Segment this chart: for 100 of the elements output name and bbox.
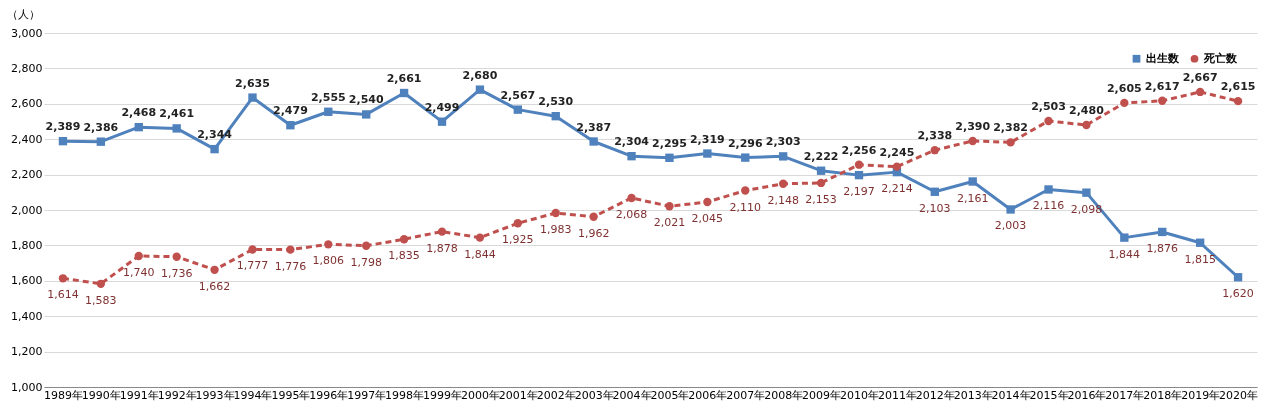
x-tick-label: 2015年	[1029, 388, 1069, 402]
point	[399, 88, 409, 98]
data-label: 1,614	[47, 288, 79, 302]
point	[816, 166, 826, 175]
point	[930, 146, 939, 155]
point	[854, 160, 864, 169]
data-label: 2,303	[765, 135, 801, 149]
x-tick-label: 1995年	[271, 388, 311, 402]
point	[968, 136, 977, 146]
point	[1120, 98, 1129, 108]
data-label: 2,479	[272, 104, 308, 118]
data-label: 2,480	[1069, 104, 1105, 118]
point	[513, 105, 523, 114]
x-tick-label: 2012年	[915, 388, 955, 402]
point	[1082, 188, 1091, 197]
point	[1195, 87, 1205, 97]
x-tick-label: 2005年	[650, 388, 690, 402]
point	[248, 93, 257, 102]
point	[589, 137, 598, 146]
data-label: 1,925	[502, 233, 534, 247]
point	[854, 170, 864, 180]
x-tick-label: 2019年	[1181, 388, 1221, 402]
x-tick-label: 2016年	[1067, 388, 1107, 402]
data-label: 2,503	[1031, 99, 1066, 113]
point	[1158, 227, 1167, 237]
x-tick-label: 2017年	[1105, 388, 1145, 402]
x-tick-label: 2001年	[498, 388, 538, 402]
point	[1233, 96, 1243, 106]
y-tick-label: 1,200	[11, 345, 43, 359]
data-label: 1,777	[236, 259, 269, 273]
x-tick-label: 2020年	[1219, 388, 1259, 402]
data-label: 1,844	[464, 247, 496, 261]
point	[475, 85, 485, 94]
x-tick-label: 2011年	[877, 388, 917, 402]
data-label: 2,304	[614, 135, 650, 149]
data-label: 1,962	[577, 226, 610, 240]
data-label: 1,662	[198, 279, 231, 293]
x-tick-label: 2014年	[991, 388, 1031, 402]
point	[286, 121, 295, 130]
point	[1158, 96, 1167, 105]
legend-label: 死亡数	[1203, 51, 1238, 65]
y-tick-label: 1,400	[11, 309, 43, 323]
data-label: 2,605	[1106, 81, 1142, 95]
y-tick-label: 2,800	[11, 61, 43, 75]
data-label: 2,256	[841, 143, 877, 157]
x-tick-label: 1989年	[43, 388, 83, 402]
point	[968, 177, 977, 186]
point	[58, 136, 68, 146]
x-tick-label: 1996年	[309, 388, 349, 402]
data-label: 2,468	[121, 106, 157, 120]
point	[437, 227, 447, 236]
data-label: 2,068	[615, 207, 648, 221]
x-tick-label: 2013年	[953, 388, 993, 402]
point	[1120, 233, 1129, 242]
y-tick-label: 2,200	[11, 168, 43, 182]
data-label: 2,680	[462, 68, 498, 82]
point	[551, 112, 560, 121]
point	[892, 162, 902, 171]
point	[172, 252, 181, 261]
data-label: 2,389	[45, 120, 81, 134]
data-label: 1,815	[1184, 252, 1216, 266]
y-tick-label: 2,000	[11, 203, 43, 217]
point	[627, 152, 636, 161]
data-label: 2,567	[500, 88, 536, 102]
x-tick-label: 2018年	[1143, 388, 1183, 402]
point	[1044, 185, 1053, 194]
x-tick-label: 2000年	[460, 388, 500, 402]
point	[286, 245, 295, 254]
point	[96, 137, 106, 146]
y-axis-title: （人）	[6, 7, 40, 21]
point	[324, 240, 333, 249]
point	[1044, 116, 1053, 126]
point	[703, 197, 712, 207]
x-tick-label: 1994年	[233, 388, 273, 402]
data-label: 2,222	[803, 149, 839, 163]
data-label: 2,296	[727, 136, 764, 150]
y-tick-label: 1,000	[11, 380, 43, 394]
data-label: 1,983	[539, 223, 572, 237]
data-label: 2,161	[956, 191, 989, 205]
data-label: 2,387	[576, 120, 612, 134]
y-tick-label: 2,400	[11, 132, 43, 146]
data-label: 2,197	[843, 185, 875, 199]
data-label: 2,103	[919, 201, 951, 215]
data-label: 2,499	[424, 100, 460, 114]
point	[324, 107, 333, 116]
point	[665, 202, 674, 211]
data-label: 2,245	[879, 145, 915, 159]
point	[58, 274, 68, 283]
data-label: 2,045	[691, 212, 724, 226]
data-label: 2,617	[1144, 79, 1180, 93]
data-label: 2,540	[348, 93, 384, 107]
point	[741, 186, 750, 195]
data-label: 2,390	[955, 119, 991, 133]
data-label: 2,667	[1182, 70, 1218, 84]
point	[930, 187, 939, 196]
data-label: 2,295	[652, 136, 687, 150]
data-label: 1,878	[426, 241, 458, 255]
data-label: 2,116	[1032, 199, 1065, 213]
y-tick-label: 1,800	[11, 238, 43, 252]
x-tick-label: 1993年	[195, 388, 235, 402]
